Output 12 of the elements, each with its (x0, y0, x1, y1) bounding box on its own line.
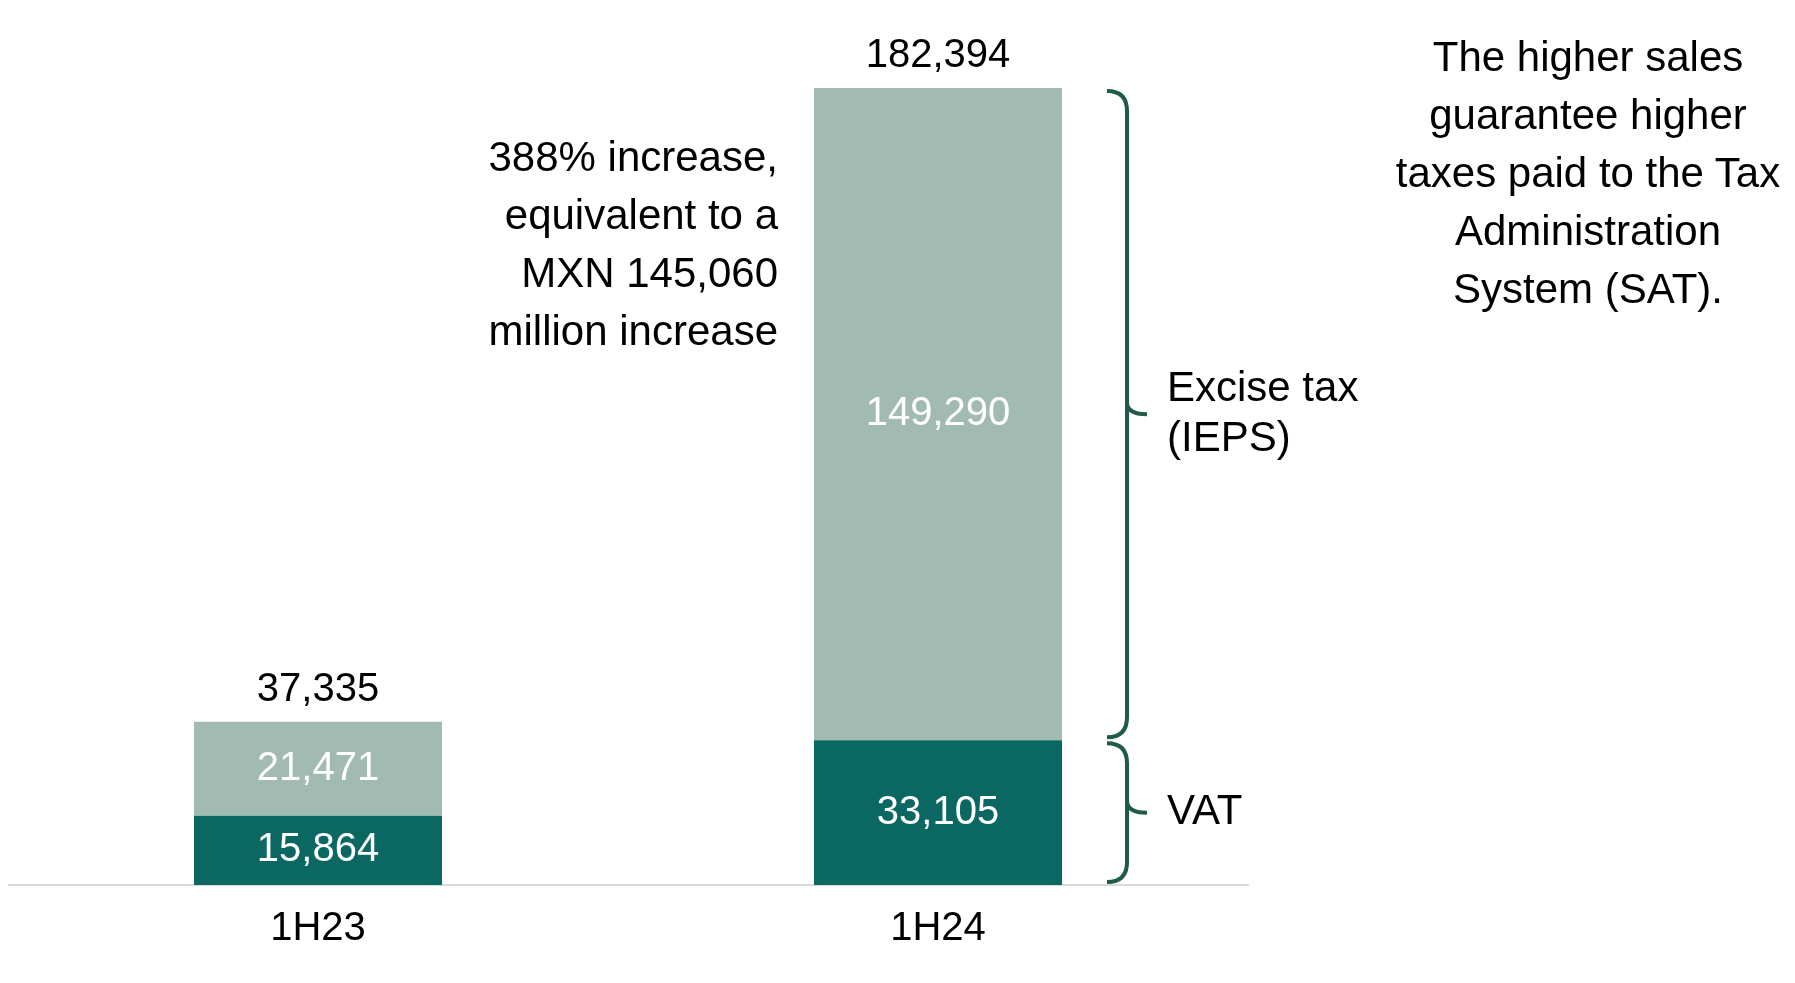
total-label: 182,394 (865, 31, 1011, 76)
x-tick-label: 1H24 (890, 904, 986, 949)
annotation: 388% increase, equivalent to a MXN 145,060 million increase (487, 132, 778, 356)
x-tick-label: 1H23 (270, 904, 366, 949)
text: VAT (1167, 786, 1243, 834)
data-label: 15,864 (256, 825, 380, 870)
total-label: 37,335 (256, 664, 380, 709)
text: Excise tax (IEPS) (1167, 362, 1359, 460)
data-label: 33,105 (876, 787, 1000, 832)
data-label: 149,290 (865, 389, 1011, 434)
data-label: 21,471 (256, 743, 380, 788)
text: The higher sales guarantee higher taxes paid to the Tax Administration System (SAT). (1394, 32, 1782, 314)
